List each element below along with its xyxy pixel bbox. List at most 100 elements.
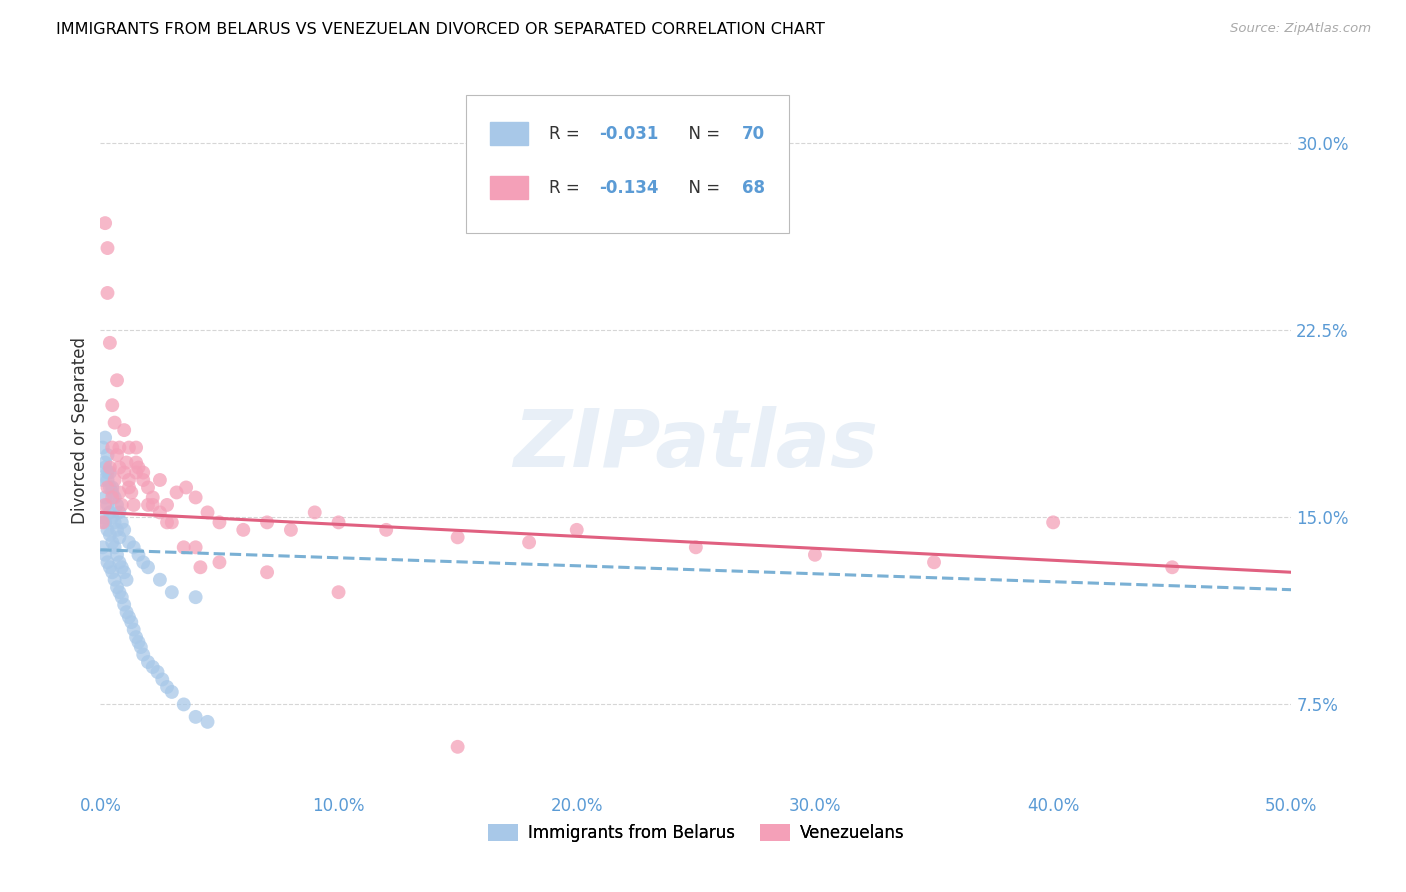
Point: [375, 523, 398, 537]
Text: ZIPatlas: ZIPatlas: [513, 406, 879, 483]
Point: [160, 585, 183, 599]
Point: [208, 516, 231, 530]
Point: [96, 555, 118, 569]
Point: [101, 566, 124, 580]
Point: [122, 541, 145, 555]
Point: [142, 491, 165, 505]
Point: [96, 285, 118, 300]
Point: [517, 535, 540, 549]
Point: [565, 523, 588, 537]
Point: [197, 505, 219, 519]
Point: [125, 456, 148, 470]
Point: [132, 648, 155, 662]
Point: [149, 505, 172, 519]
Point: [94, 460, 117, 475]
Point: [101, 441, 124, 455]
Point: [101, 510, 124, 524]
Point: [149, 573, 172, 587]
Point: [94, 516, 117, 530]
Point: [142, 498, 165, 512]
Point: [111, 516, 134, 530]
Point: [328, 516, 350, 530]
Point: [105, 448, 128, 462]
Point: [96, 498, 118, 512]
Point: [136, 480, 159, 494]
Point: [118, 441, 141, 455]
Bar: [489, 122, 527, 145]
Point: [328, 585, 350, 599]
Point: [105, 523, 128, 537]
Point: [120, 485, 142, 500]
Point: [101, 485, 124, 500]
Text: R =: R =: [550, 125, 585, 143]
Point: [160, 516, 183, 530]
Point: [105, 498, 128, 512]
Point: [136, 655, 159, 669]
Point: [256, 566, 278, 580]
Point: [108, 530, 131, 544]
Point: [125, 441, 148, 455]
Point: [132, 555, 155, 569]
Point: [94, 456, 117, 470]
Point: [111, 498, 134, 512]
Point: [184, 590, 207, 604]
Point: [197, 714, 219, 729]
Point: [98, 460, 121, 475]
Point: [98, 480, 121, 494]
Text: N =: N =: [678, 178, 725, 197]
Point: [115, 573, 138, 587]
Point: [122, 623, 145, 637]
Point: [146, 665, 169, 679]
Point: [104, 516, 127, 530]
Bar: [489, 177, 527, 200]
Point: [129, 640, 152, 654]
Text: N =: N =: [678, 125, 725, 143]
Point: [156, 516, 179, 530]
Point: [190, 560, 212, 574]
Point: [922, 555, 945, 569]
Point: [98, 528, 121, 542]
Point: [111, 590, 134, 604]
Point: [112, 566, 135, 580]
Point: [94, 548, 117, 562]
Point: [91, 441, 114, 455]
Point: [104, 473, 127, 487]
Point: [685, 541, 707, 555]
Point: [96, 241, 118, 255]
Point: [96, 523, 118, 537]
Point: [94, 216, 117, 230]
Point: [108, 441, 131, 455]
Point: [446, 739, 468, 754]
Point: [304, 505, 326, 519]
Point: [184, 710, 207, 724]
Point: [108, 585, 131, 599]
Point: [108, 460, 131, 475]
Point: [91, 473, 114, 487]
Point: [156, 498, 179, 512]
Point: [101, 398, 124, 412]
Point: [94, 498, 117, 512]
Point: [104, 573, 127, 587]
Point: [111, 560, 134, 574]
Point: [174, 480, 197, 494]
Point: [132, 473, 155, 487]
Point: [94, 491, 117, 505]
Point: [120, 615, 142, 629]
Point: [98, 505, 121, 519]
Point: [91, 541, 114, 555]
Legend: Immigrants from Belarus, Venezuelans: Immigrants from Belarus, Venezuelans: [481, 817, 911, 848]
Point: [1161, 560, 1184, 574]
Point: [112, 523, 135, 537]
Point: [108, 555, 131, 569]
Point: [115, 605, 138, 619]
Point: [91, 510, 114, 524]
Point: [125, 630, 148, 644]
Text: IMMIGRANTS FROM BELARUS VS VENEZUELAN DIVORCED OR SEPARATED CORRELATION CHART: IMMIGRANTS FROM BELARUS VS VENEZUELAN DI…: [56, 22, 825, 37]
Text: -0.031: -0.031: [599, 125, 659, 143]
Point: [173, 698, 195, 712]
Text: R =: R =: [550, 178, 585, 197]
Point: [96, 466, 118, 480]
Point: [127, 548, 149, 562]
Point: [256, 516, 278, 530]
Point: [104, 491, 127, 505]
